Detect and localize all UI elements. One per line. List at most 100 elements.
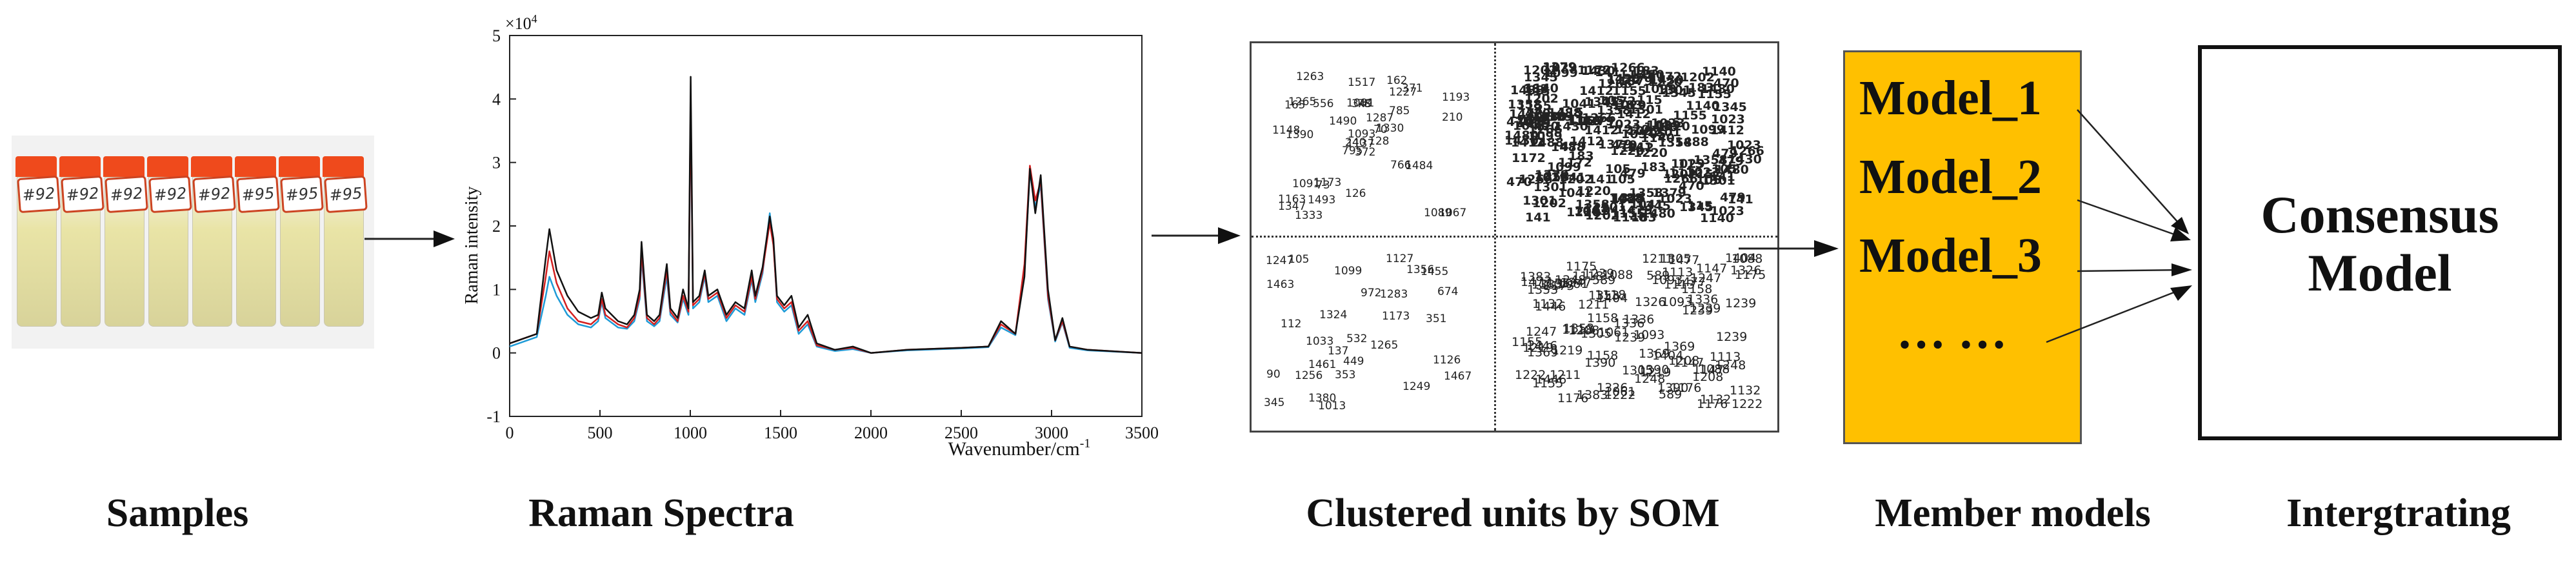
som-unit-label: 1061 <box>1557 277 1589 291</box>
som-unit-label: 115 <box>1637 93 1662 107</box>
som-unit-label: 1155 <box>1673 108 1707 123</box>
som-unit-label: 1326 <box>1635 295 1666 309</box>
y-tick-label: 0 <box>492 344 501 363</box>
som-unit-label: 1175 <box>1543 279 1575 293</box>
som-unit-label: 1099 <box>1627 124 1661 138</box>
y-tick-label: 2 <box>492 217 501 236</box>
som-unit-label: 1412 <box>1620 141 1654 155</box>
som-unit-label: 105 <box>1696 173 1722 187</box>
som-unit-label: 1480 <box>1630 68 1664 82</box>
tube-label: #92 <box>192 175 236 214</box>
som-unit-label: 1249 <box>1403 380 1431 393</box>
som-unit-label: 1446 <box>1535 300 1566 314</box>
som-unit-label: 1029 <box>1534 170 1568 185</box>
y-tick-label: 5 <box>492 26 501 45</box>
som-unit-label: 1369 <box>1664 340 1695 354</box>
som-unit-label: 1490 <box>1329 115 1357 128</box>
som-unit-label: 1358 <box>1658 136 1692 150</box>
som-unit-label: 1148 <box>1272 124 1301 137</box>
som-unit-label: 1383 <box>1577 388 1608 402</box>
tube-label: #92 <box>105 175 148 214</box>
x-tick-label: 2500 <box>944 423 978 442</box>
som-unit-label: 1061 <box>1604 385 1636 399</box>
som-unit-label: 1172 <box>1512 151 1546 165</box>
arrow-model-more <box>2046 286 2188 343</box>
arrow-som-to-members <box>1739 240 1839 257</box>
som-unit-label: 1493 <box>1308 194 1336 207</box>
som-quadrant-top-left: 372 165 1137 1163 70 73 162 78 1227 128 1263 1067 13… <box>1263 63 1483 224</box>
som-unit-label: 1155 <box>1568 114 1603 128</box>
som-unit-label: 105 <box>1641 127 1666 141</box>
arrow-model-2 <box>2077 199 2188 240</box>
y-tick-label: 3 <box>492 154 501 172</box>
som-unit-label: 1202 <box>1585 209 1619 223</box>
som-unit-label: 1158 <box>1681 282 1713 296</box>
sample-tube: #95 <box>323 156 368 331</box>
som-unit-label: 1358 <box>1508 97 1542 112</box>
som-unit-label: 1345 <box>1662 86 1696 100</box>
tube-label: #95 <box>280 175 324 214</box>
som-unit-label: 449 <box>1343 355 1364 368</box>
som-unit-label: 1219 <box>1523 341 1554 355</box>
y-tick-label: 1 <box>492 280 501 299</box>
som-unit-label: 1301 <box>1647 125 1681 139</box>
tube-cap <box>15 156 57 177</box>
som-unit-label: 1067 <box>1439 207 1467 219</box>
som-unit-label: 183 <box>1688 81 1714 95</box>
som-unit-label: 1175 <box>1735 268 1766 282</box>
som-unit-label: 1158 <box>1587 349 1619 363</box>
som-unit-label: 479 <box>1620 167 1646 181</box>
som-unit-label: 1336 <box>1623 312 1655 327</box>
arrows-members-to-consensus <box>2046 109 2192 343</box>
som-unit-label: 1488 <box>1510 83 1544 97</box>
som-unit-label: 1383 <box>1520 270 1552 284</box>
x-tick-label: 500 <box>588 423 613 442</box>
som-unit-label: 115 <box>1688 167 1713 181</box>
som-unit-label: 1247 <box>1561 276 1592 290</box>
som-unit-label: 105 <box>1712 162 1737 176</box>
som-unit-label: 1118 <box>1572 269 1604 283</box>
som-unit-label: 1099 <box>1544 66 1578 80</box>
som-unit-label: 589 <box>1592 273 1616 287</box>
som-unit-label: 1163 <box>1278 193 1306 206</box>
som-unit-label: 1265 <box>1288 96 1317 108</box>
som-unit-label: 1147 <box>1693 363 1724 377</box>
som-unit-label: 1041 <box>1574 204 1608 218</box>
som-unit-label: 1467 <box>1444 370 1472 383</box>
som-unit-label: 70 <box>1373 123 1388 136</box>
som-quadrant-bottom-left: 532 90 449 1356 1467 674 1324 1126 351 353 1256 126… <box>1263 251 1483 413</box>
som-unit-label: 589 <box>1659 387 1682 402</box>
spectrum-line <box>509 104 1143 354</box>
som-unit-label: 1358 <box>1535 170 1570 184</box>
som-unit-label: 1480 <box>1641 207 1675 221</box>
som-unit-label: 1132 <box>1532 297 1564 311</box>
sample-tube: #92 <box>147 156 192 331</box>
som-unit-label: 1480 <box>1701 82 1735 96</box>
som-unit-label: 137 <box>1328 345 1349 358</box>
som-unit-label: 1326 <box>1730 263 1762 278</box>
som-unit-label: 1480 <box>1533 110 1567 124</box>
som-unit-label: 1202 <box>1681 70 1715 85</box>
som-unit-label: 1023 <box>1710 204 1744 218</box>
som-unit-label: 1093 <box>1633 328 1665 342</box>
som-unit-label: 115 <box>1558 105 1584 119</box>
som-unit-label: 1202 <box>1523 63 1557 77</box>
stage-label-spectra: Raman Spectra <box>528 491 794 535</box>
som-unit-label: 1023 <box>1606 117 1641 132</box>
som-unit-label: 1488 <box>1675 135 1709 149</box>
som-unit-label: 1088 <box>1699 362 1730 376</box>
arrow-spectra-to-som <box>1152 227 1241 244</box>
arrow-model-1 <box>2077 109 2188 233</box>
som-unit-label: 479 <box>1720 190 1746 205</box>
som-unit-label: 1222 <box>1732 397 1763 411</box>
member-models-box: Model_1 Model_2 Model_3 … … <box>1843 50 2082 444</box>
som-unit-label: 1430 <box>1504 134 1539 148</box>
som-unit-label: 1220 <box>1648 75 1682 89</box>
som-unit-label: 1301 <box>1657 83 1692 97</box>
som-unit-label: 1208 <box>1568 323 1600 338</box>
arrow-model-3 <box>2077 269 2188 272</box>
som-unit-label: 141 <box>1583 201 1609 216</box>
som-quadrant-top-right: 479 115 183 1379 1430 1266 1220 470 105 141 1029 11… <box>1504 60 1769 225</box>
som-unit-label: 73 <box>1316 179 1330 192</box>
sample-tube: #92 <box>59 156 105 331</box>
